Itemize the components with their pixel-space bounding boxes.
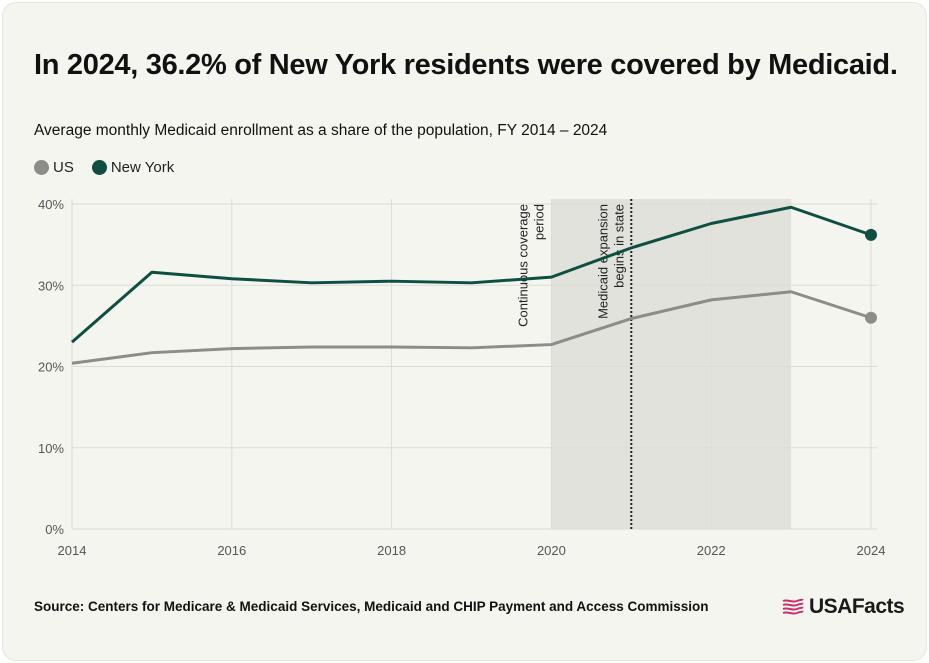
annotation-label: period: [531, 204, 546, 240]
flag-icon: [782, 598, 804, 615]
series-end-dot-new-york: [865, 228, 877, 241]
x-tick-label: 2018: [377, 543, 406, 558]
legend-swatch-new-york: [91, 160, 107, 175]
y-tick-label: 10%: [38, 441, 64, 456]
legend-swatch-us: [34, 160, 49, 175]
annotation-label: Continuous coverage: [515, 204, 530, 327]
x-tick-label: 2022: [697, 543, 726, 558]
chart-subtitle: Average monthly Medicaid enrollment as a…: [34, 122, 608, 139]
usafacts-logo: USAFacts: [781, 595, 905, 619]
legend-label-us: US: [53, 159, 74, 176]
y-tick-label: 20%: [38, 360, 64, 375]
annotation-label: Medicaid expansion: [595, 204, 610, 319]
x-tick-label: 2016: [217, 543, 246, 558]
y-tick-label: 40%: [38, 197, 64, 212]
series-line-new-york: [71, 205, 872, 344]
legend-label-new-york: New York: [110, 159, 175, 176]
chart-title: In 2024, 36.2% of New York residents wer…: [34, 49, 898, 81]
source-note: Source: Centers for Medicare & Medicaid …: [34, 599, 709, 614]
x-tick-label: 2020: [537, 543, 566, 558]
y-tick-label: 0%: [45, 522, 64, 537]
y-tick-label: 30%: [38, 278, 64, 293]
legend-item-new-york: New York: [91, 159, 175, 176]
legend: US New York: [34, 159, 174, 176]
x-tick-label: 2024: [857, 543, 886, 558]
series-end-dot-us: [865, 311, 877, 324]
legend-item-us: US: [34, 159, 74, 176]
shaded-region: [551, 199, 792, 529]
series-line-us: [71, 290, 872, 365]
x-tick-label: 2014: [58, 543, 87, 558]
logo-text: USAFacts: [809, 595, 905, 618]
annotation-label: begins in state: [611, 204, 626, 288]
